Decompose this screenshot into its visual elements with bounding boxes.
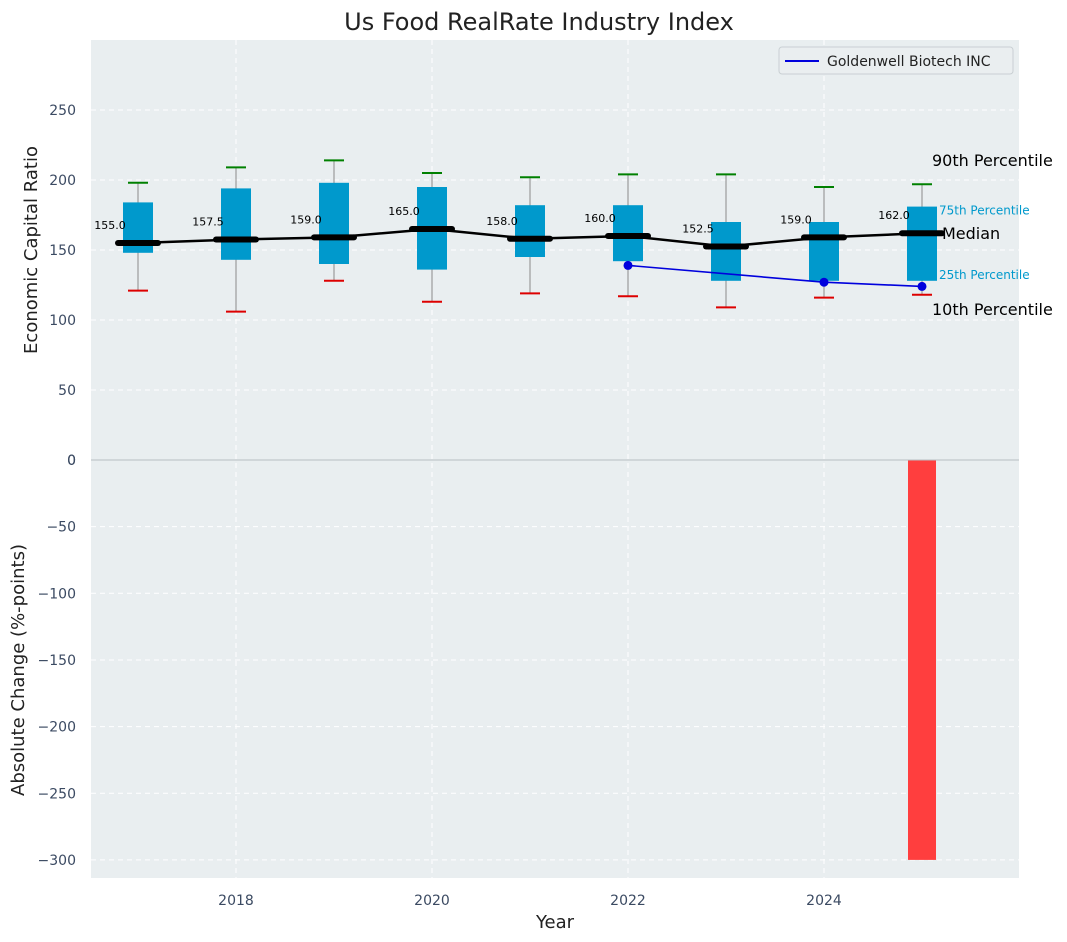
median-value-label: 152.5 [682, 223, 714, 236]
bottom-panel-background [91, 460, 1019, 878]
iqr-box [907, 206, 937, 281]
median-value-label: 160.0 [584, 212, 616, 225]
top-y-tick-label: 200 [49, 173, 76, 189]
annotation-p25: 25th Percentile [939, 268, 1030, 282]
median-value-label: 165.0 [388, 205, 420, 218]
top-y-tick-label: 250 [49, 103, 76, 119]
iqr-box [319, 182, 349, 264]
median-value-label: 157.5 [192, 216, 224, 229]
bottom-y-tick-label: −100 [38, 586, 76, 602]
top-y-tick-label: 150 [49, 243, 76, 259]
bottom-y-tick-label: −200 [38, 720, 76, 736]
median-value-label: 158.0 [486, 215, 518, 228]
legend: Goldenwell Biotech INC [778, 46, 1014, 75]
x-axis-label: Year [535, 912, 575, 933]
x-tick-label: 2020 [414, 893, 450, 909]
change-bar [908, 460, 936, 860]
x-tick-label: 2024 [806, 893, 842, 909]
median-value-label: 159.0 [290, 213, 322, 226]
bottom-panel [908, 460, 936, 860]
company-point [623, 260, 633, 270]
x-tick-label: 2018 [218, 893, 254, 909]
legend-box [778, 46, 1014, 75]
bottom-y-axis-label: Absolute Change (%-points) [8, 544, 29, 796]
top-y-tick-label: 0 [67, 453, 76, 469]
bottom-y-tick-label: −150 [38, 653, 76, 669]
top-panel: 155.0 157.5 159.0 165.0 158.0 160.0 152.5 159.0… [94, 151, 1053, 319]
legend-label: Goldenwell Biotech INC [827, 54, 991, 70]
iqr-box [221, 188, 251, 260]
annotation-median: Median [942, 224, 1000, 243]
bottom-y-tick-label: −300 [38, 853, 76, 869]
annotation-p90: 90th Percentile [932, 151, 1053, 170]
annotation-p75: 75th Percentile [939, 204, 1030, 218]
bottom-y-tick-label: −50 [46, 520, 76, 536]
median-value-label: 159.0 [780, 213, 812, 226]
chart-title: Us Food RealRate Industry Index [344, 8, 734, 36]
company-point [917, 281, 927, 291]
axes: 0501001502002500−50−100−150−200−250−3002… [38, 103, 1019, 909]
bottom-y-tick-label: −250 [38, 786, 76, 802]
top-y-tick-label: 50 [58, 383, 76, 399]
x-tick-label: 2022 [610, 893, 646, 909]
iqr-box [515, 205, 545, 257]
iqr-box [711, 222, 741, 281]
iqr-box [809, 222, 839, 281]
bottom-y-tick-label: 0 [67, 453, 76, 469]
median-value-label: 155.0 [94, 219, 126, 232]
annotation-p10: 10th Percentile [932, 300, 1053, 319]
top-y-axis-label: Economic Capital Ratio [21, 146, 42, 354]
top-y-tick-label: 100 [49, 313, 76, 329]
company-point [819, 277, 829, 287]
median-value-label: 162.0 [878, 209, 910, 222]
